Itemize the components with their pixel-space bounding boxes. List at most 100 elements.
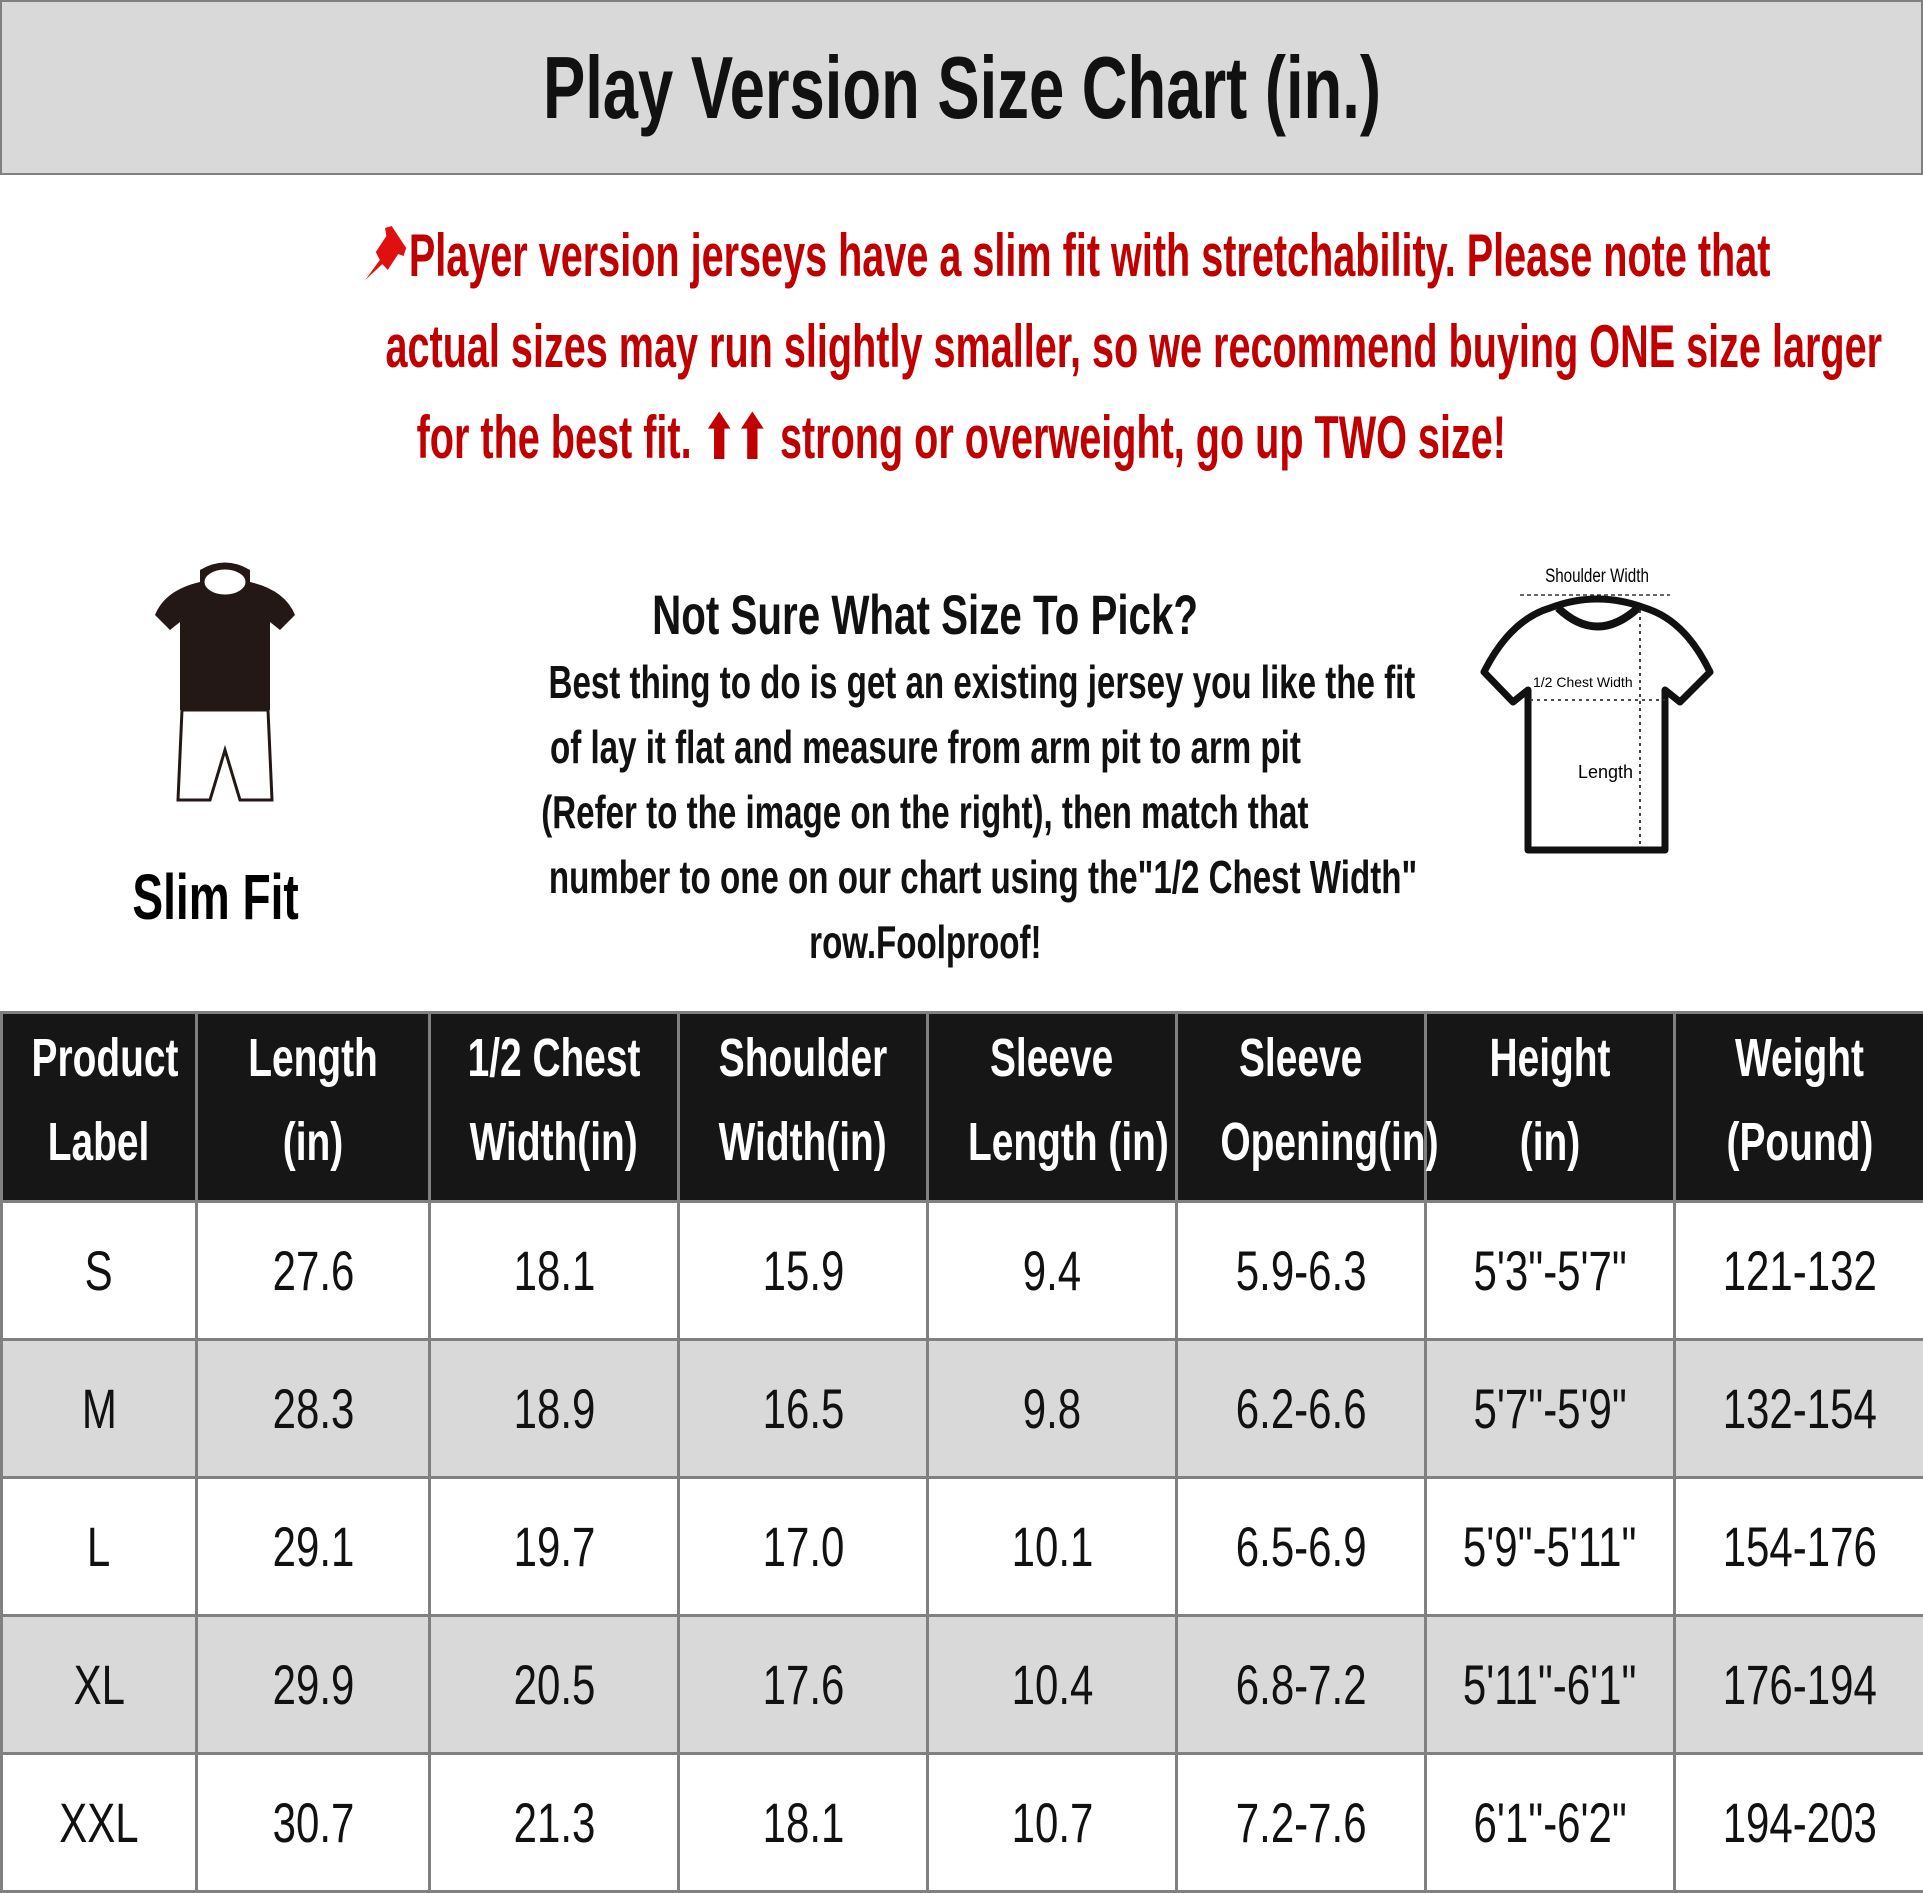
cell-value: 9.8 (1023, 1376, 1081, 1441)
table-cell: M (2, 1340, 197, 1478)
cell-value: 5'7"-5'9" (1473, 1376, 1626, 1441)
table-cell: 6.2-6.6 (1177, 1340, 1426, 1478)
column-header-text: Product (32, 1023, 179, 1093)
cell-value: 28.3 (272, 1376, 354, 1441)
cell-value: XXL (59, 1790, 138, 1855)
column-header-text: Shoulder (719, 1023, 887, 1093)
table-cell: 18.9 (430, 1340, 679, 1478)
cell-value: 10.1 (1011, 1514, 1093, 1579)
pushpin-icon (363, 222, 409, 282)
cell-value: 29.1 (272, 1514, 354, 1579)
slim-fit-figure-image (130, 560, 320, 810)
column-header-text: Length (248, 1023, 378, 1093)
column-header-text: Length (in) (968, 1107, 1169, 1177)
cell-value: 15.9 (762, 1238, 844, 1303)
table-cell: L (2, 1478, 197, 1616)
help-line: number to one on our chart using the"1/2… (549, 845, 1417, 910)
cell-value: S (85, 1238, 113, 1303)
table-row: M 28.3 18.9 16.5 9.8 6.2-6.6 5'7"-5'9" 132-154 (2, 1340, 1923, 1478)
table-cell: 9.4 (928, 1202, 1177, 1340)
table-cell: 132-154 (1675, 1340, 1923, 1478)
cell-value: 194-203 (1722, 1790, 1876, 1855)
table-cell: 29.1 (197, 1478, 430, 1616)
cell-value: 5.9-6.3 (1236, 1238, 1367, 1303)
cell-value: 17.0 (762, 1514, 844, 1579)
cell-value: 5'9"-5'11" (1463, 1514, 1637, 1579)
table-cell: 17.0 (679, 1478, 928, 1616)
slim-fit-label: Slim Fit (132, 860, 298, 934)
table-cell: 19.7 (430, 1478, 679, 1616)
cell-value: 132-154 (1722, 1376, 1876, 1441)
cell-value: XL (73, 1652, 124, 1717)
tshirt-measurement-diagram: Shoulder Width 1/2 Chest Width Length (1470, 560, 1730, 860)
table-cell: 194-203 (1675, 1754, 1923, 1892)
cell-value: 6.2-6.6 (1236, 1376, 1367, 1441)
table-cell: 28.3 (197, 1340, 430, 1478)
table-cell: 10.7 (928, 1754, 1177, 1892)
column-header-text: (Pound) (1726, 1107, 1873, 1177)
table-cell: 30.7 (197, 1754, 430, 1892)
cell-value: M (82, 1376, 117, 1441)
cell-value: 10.7 (1011, 1790, 1093, 1855)
cell-value: 29.9 (272, 1652, 354, 1717)
cell-value: 18.1 (513, 1238, 595, 1303)
cell-value: L (87, 1514, 110, 1579)
table-cell: 154-176 (1675, 1478, 1923, 1616)
column-header: Length (in) (197, 1013, 430, 1202)
help-line: row.Foolproof! (809, 910, 1041, 975)
table-cell: 9.8 (928, 1340, 1177, 1478)
table-cell: 5'9"-5'11" (1426, 1478, 1675, 1616)
table-cell: 18.1 (430, 1202, 679, 1340)
column-header-text: Width(in) (470, 1107, 638, 1177)
cell-value: 17.6 (762, 1652, 844, 1717)
cell-value: 154-176 (1722, 1514, 1876, 1579)
cell-value: 7.2-7.6 (1236, 1790, 1367, 1855)
fit-notice: Player version jerseys have a slim fit w… (0, 210, 1923, 483)
table-cell: 176-194 (1675, 1616, 1923, 1754)
column-header-text: Opening(in) (1220, 1107, 1438, 1177)
shoulder-width-label: Shoulder Width (1545, 564, 1649, 586)
table-cell: XL (2, 1616, 197, 1754)
cell-value: 27.6 (272, 1238, 354, 1303)
column-header-text: Sleeve (990, 1023, 1113, 1093)
help-heading: Not Sure What Size To Pick? (652, 580, 1198, 650)
table-cell: 6'1"-6'2" (1426, 1754, 1675, 1892)
notice-line: actual sizes may run slightly smaller, s… (385, 301, 1882, 392)
title-bar: Play Version Size Chart (in.) (0, 0, 1923, 175)
table-cell: 18.1 (679, 1754, 928, 1892)
help-line: (Refer to the image on the right), then … (541, 780, 1308, 845)
table-cell: 5.9-6.3 (1177, 1202, 1426, 1340)
table-cell: 16.5 (679, 1340, 928, 1478)
help-line: of lay it flat and measure from arm pit … (550, 715, 1301, 780)
cell-value: 16.5 (762, 1376, 844, 1441)
table-cell: 10.1 (928, 1478, 1177, 1616)
table-cell: 5'3"-5'7" (1426, 1202, 1675, 1340)
column-header-text: (in) (283, 1107, 343, 1177)
cell-value: 176-194 (1722, 1652, 1876, 1717)
table-cell: 6.8-7.2 (1177, 1616, 1426, 1754)
column-header: Height(in) (1426, 1013, 1675, 1202)
column-header: Weight(Pound) (1675, 1013, 1923, 1202)
column-header-text: Width(in) (719, 1107, 887, 1177)
help-line: Best thing to do is get an existing jers… (549, 650, 1416, 715)
column-header-text: Label (48, 1107, 150, 1177)
size-help: Not Sure What Size To Pick? Best thing t… (380, 580, 1470, 975)
column-header: Sleeve Length (in) (928, 1013, 1177, 1202)
cell-value: 18.9 (513, 1376, 595, 1441)
table-cell: 17.6 (679, 1616, 928, 1754)
column-header-text: (in) (1520, 1107, 1580, 1177)
cell-value: 6.8-7.2 (1236, 1652, 1367, 1717)
cell-value: 6.5-6.9 (1236, 1514, 1367, 1579)
table-cell: 7.2-7.6 (1177, 1754, 1426, 1892)
table-cell: 5'7"-5'9" (1426, 1340, 1675, 1478)
cell-value: 6'1"-6'2" (1473, 1790, 1626, 1855)
notice-line: for the best fit. ⬆⬆ strong or overweigh… (417, 392, 1506, 483)
table-cell: S (2, 1202, 197, 1340)
table-cell: 5'11"-6'1" (1426, 1616, 1675, 1754)
cell-value: 5'3"-5'7" (1473, 1238, 1626, 1303)
table-cell: 29.9 (197, 1616, 430, 1754)
